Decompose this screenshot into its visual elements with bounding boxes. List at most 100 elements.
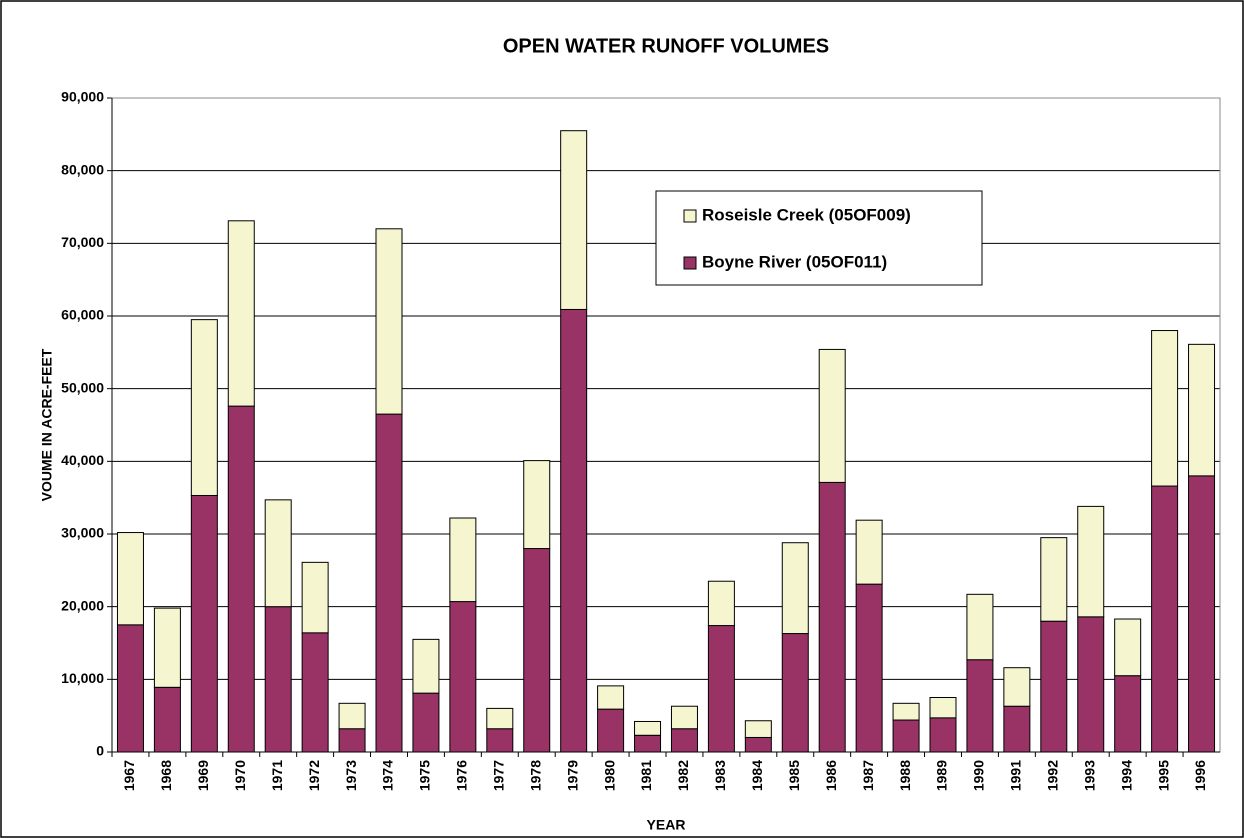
x-tick-label: 1973 <box>343 760 359 791</box>
bar-segment <box>1188 343 1216 477</box>
legend-label: Roseisle Creek (05OF009) <box>702 205 911 224</box>
x-tick-label: 1987 <box>860 760 876 791</box>
bar-segment <box>486 707 514 730</box>
y-tick-label: 10,000 <box>61 670 104 686</box>
x-tick-label: 1995 <box>1155 760 1171 791</box>
bar-segment <box>855 519 883 585</box>
y-tick-label: 60,000 <box>61 307 104 323</box>
x-tick-label: 1986 <box>823 760 839 791</box>
bar-segment <box>966 659 994 753</box>
x-tick-label: 1970 <box>232 760 248 791</box>
x-tick-label: 1975 <box>417 760 433 791</box>
x-tick-label: 1990 <box>971 760 987 791</box>
bar-segment <box>929 717 957 753</box>
bar-segment <box>818 481 846 753</box>
bar-segment <box>560 308 588 753</box>
bar-segment <box>781 542 809 635</box>
bar-segment <box>264 499 292 608</box>
x-tick-label: 1967 <box>121 760 137 791</box>
legend-swatch <box>683 209 697 223</box>
bar-segment <box>744 736 772 753</box>
bar-segment <box>523 548 551 753</box>
x-tick-label: 1996 <box>1192 760 1208 791</box>
x-tick-label: 1981 <box>638 760 654 791</box>
bar-segment <box>744 720 772 738</box>
y-tick-label: 30,000 <box>61 525 104 541</box>
bar-segment <box>1077 616 1105 753</box>
x-tick-label: 1989 <box>934 760 950 791</box>
bar-segment <box>412 638 440 694</box>
bar-segment <box>597 685 625 710</box>
x-tick-label: 1977 <box>491 760 507 791</box>
bar-segment <box>1114 618 1142 677</box>
bar-segment <box>781 633 809 753</box>
y-tick-label: 50,000 <box>61 379 104 395</box>
y-tick-label: 40,000 <box>61 452 104 468</box>
y-tick-label: 20,000 <box>61 597 104 613</box>
x-tick-label: 1983 <box>712 760 728 791</box>
x-tick-label: 1991 <box>1008 760 1024 791</box>
x-tick-label: 1972 <box>306 760 322 791</box>
bar-segment <box>1077 505 1105 618</box>
bar-segment <box>892 719 920 753</box>
bar-segment <box>1151 485 1179 753</box>
bar-segment <box>670 705 698 730</box>
bar-segment <box>1003 667 1031 707</box>
bar-segment <box>966 593 994 661</box>
bar-segment <box>375 228 403 415</box>
bar-segment <box>190 494 218 753</box>
bar-segment <box>301 632 329 753</box>
bar-segment <box>892 702 920 721</box>
bar-segment <box>634 734 662 753</box>
bar-segment <box>818 348 846 483</box>
x-tick-label: 1974 <box>380 760 396 791</box>
bar-segment <box>1040 620 1068 753</box>
bar-segment <box>338 728 366 753</box>
x-tick-label: 1984 <box>749 760 765 791</box>
bar-segment <box>486 728 514 753</box>
bar-segment <box>116 624 144 753</box>
x-tick-label: 1992 <box>1045 760 1061 791</box>
bar-segment <box>338 702 366 730</box>
bar-segment <box>707 625 735 753</box>
legend-label: Boyne River (05OF011) <box>702 252 887 271</box>
bar-segment <box>375 413 403 753</box>
bar-segment <box>634 720 662 736</box>
bar-segment <box>264 606 292 753</box>
bar-segment <box>929 697 957 719</box>
x-tick-label: 1982 <box>675 760 691 791</box>
x-tick-label: 1985 <box>786 760 802 791</box>
bar-segment <box>1003 705 1031 753</box>
bar-segment <box>301 561 329 634</box>
bar-segment <box>153 607 181 688</box>
x-axis-title: YEAR <box>647 817 686 833</box>
bar-segment <box>227 220 255 407</box>
legend-box <box>655 190 983 286</box>
chart-title: OPEN WATER RUNOFF VOLUMES <box>503 35 829 57</box>
x-tick-label: 1993 <box>1081 760 1097 791</box>
x-tick-label: 1978 <box>527 760 543 791</box>
bar-segment <box>1151 330 1179 487</box>
x-tick-label: 1969 <box>195 760 211 791</box>
x-tick-label: 1988 <box>897 760 913 791</box>
bar-segment <box>412 692 440 753</box>
x-tick-label: 1968 <box>158 760 174 791</box>
bar-segment <box>153 686 181 753</box>
bar-segment <box>1114 675 1142 753</box>
bar-segment <box>707 580 735 627</box>
x-tick-label: 1994 <box>1118 760 1134 791</box>
bar-segment <box>116 532 144 626</box>
legend-swatch <box>683 256 697 270</box>
y-axis-title: VOUME IN ACRE-FEET <box>39 348 55 501</box>
bar-segment <box>523 460 551 550</box>
bar-segment <box>855 583 883 753</box>
bar-segment <box>670 728 698 753</box>
y-tick-label: 80,000 <box>61 161 104 177</box>
y-tick-label: 90,000 <box>61 89 104 105</box>
bar-segment <box>1188 475 1216 753</box>
bar-segment <box>449 601 477 753</box>
bar-segment <box>227 405 255 753</box>
bar-segment <box>560 130 588 310</box>
x-tick-label: 1979 <box>564 760 580 791</box>
